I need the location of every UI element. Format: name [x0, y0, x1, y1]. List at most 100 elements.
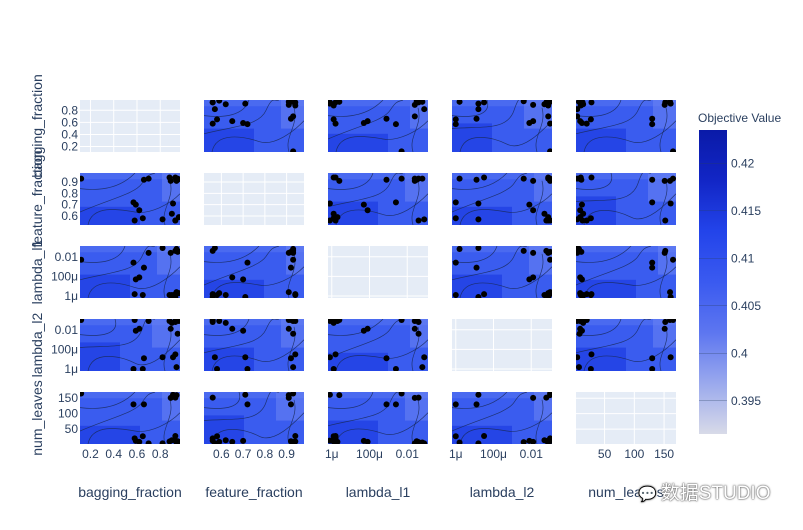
trial-point [336, 392, 343, 399]
trial-point [530, 177, 537, 184]
trial-point [290, 247, 297, 254]
trial-point [244, 401, 251, 408]
x-tick-label: 0.8 [152, 447, 169, 461]
trial-point [229, 438, 236, 444]
trial-point [649, 366, 656, 371]
trial-point [475, 440, 482, 444]
trial-point [131, 319, 138, 323]
trial-point [285, 289, 292, 296]
trial-point [576, 247, 583, 254]
trial-point [577, 207, 584, 214]
y-tick-label: 0.6 [61, 115, 78, 129]
trial-point [481, 432, 488, 439]
y-tick-label: 0.2 [61, 140, 78, 154]
trial-point [481, 100, 488, 106]
trial-point [577, 290, 584, 297]
contour-line [535, 399, 544, 444]
trial-point [577, 118, 584, 125]
bottom-axis-title: bagging_fraction [78, 484, 182, 500]
trial-point [131, 291, 138, 298]
y-tick-label: 0.9 [61, 175, 78, 189]
trial-point [452, 401, 459, 408]
contour-line [411, 107, 420, 152]
left-axis-title: bagging_fraction [29, 74, 45, 178]
trial-point [452, 259, 459, 266]
contour-line [328, 319, 384, 336]
trial-point [172, 432, 179, 439]
panel-grid [80, 100, 676, 444]
colorbar-tick-label: 0.42 [731, 156, 755, 170]
trial-point [290, 148, 297, 152]
trial-point [661, 101, 668, 108]
bottom-axis-title: lambda_l2 [470, 484, 535, 500]
panel-num_leaves-vs-lambda_l2 [452, 392, 552, 444]
trial-point [364, 118, 371, 125]
trial-point [481, 174, 488, 181]
contour-line [335, 193, 428, 225]
trial-point [290, 364, 297, 371]
y-tick-label: 0.6 [61, 209, 78, 223]
trial-point [383, 176, 390, 183]
trial-point [547, 392, 552, 399]
contour-line [335, 412, 428, 444]
trial-point [216, 319, 223, 324]
trial-point [661, 177, 668, 184]
trial-point [80, 175, 85, 182]
trial-point [132, 201, 139, 208]
trial-point [452, 292, 459, 298]
trial-point [292, 351, 299, 358]
trial-point [456, 175, 463, 182]
trial-point [398, 148, 405, 152]
trial-point [587, 116, 594, 123]
trial-point [172, 351, 179, 358]
trial-point [530, 118, 537, 125]
contour-line [459, 120, 552, 152]
trial-point [667, 319, 674, 323]
trial-point [421, 216, 428, 223]
trial-point [583, 319, 590, 323]
trial-point [175, 214, 180, 221]
trial-point [285, 100, 292, 105]
contour-fill-light [576, 246, 676, 253]
trial-point [330, 366, 337, 371]
panel-num_leaves-vs-num_leaves [576, 392, 676, 444]
contour-fill-light [653, 319, 676, 348]
panel-num_leaves-vs-feature_fraction [204, 392, 304, 444]
trial-point [167, 394, 174, 401]
contour-fill-dark [204, 128, 254, 152]
contour-line [535, 180, 544, 225]
trial-point [145, 175, 152, 182]
trial-point [392, 199, 399, 206]
panel-feature_fraction-vs-bagging_fraction [80, 173, 180, 225]
x-tick-label: 100μ [480, 447, 507, 461]
trial-point [290, 439, 297, 444]
trial-point [667, 354, 674, 361]
trial-point [411, 394, 418, 401]
trial-point [334, 438, 341, 444]
panel-background [80, 100, 180, 152]
trial-point [520, 439, 527, 444]
x-tick-label: 0.01 [396, 447, 420, 461]
panel-background [576, 392, 676, 444]
panel-background [328, 246, 428, 298]
bottom-axis-title: feature_fraction [205, 484, 302, 500]
panel-num_leaves-vs-lambda_l1 [328, 392, 428, 444]
trial-point [667, 200, 674, 207]
x-tick-label: 0.9 [278, 447, 295, 461]
x-tick-label: 1μ [449, 447, 463, 461]
trial-point [587, 215, 594, 222]
trial-point [173, 177, 180, 184]
trial-point [216, 438, 223, 444]
trial-point [159, 354, 166, 361]
colorbar: Objective Value 0.395 0.4 0.405 0.41 0.415 0.4… [698, 111, 781, 434]
trial-point [383, 401, 390, 408]
contour-line [452, 100, 489, 117]
panel-lambda_l2-vs-lambda_l1 [328, 319, 428, 371]
contour-line [411, 180, 420, 225]
contour-line [211, 412, 304, 444]
contour-line [80, 246, 126, 263]
trial-point [166, 438, 173, 444]
trial-point [130, 259, 137, 266]
trial-point [588, 291, 595, 298]
